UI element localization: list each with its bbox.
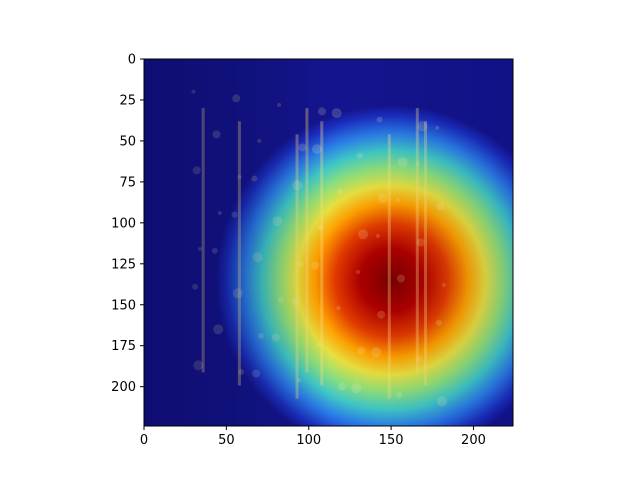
plot-frame bbox=[143, 58, 514, 427]
y-tick-label: 100 bbox=[111, 216, 136, 231]
x-tick-label: 150 bbox=[379, 433, 404, 448]
y-tick-label: 75 bbox=[119, 175, 136, 190]
y-tick-label: 150 bbox=[111, 298, 136, 313]
y-tick-label: 0 bbox=[128, 53, 136, 68]
y-tick-label: 125 bbox=[111, 257, 136, 272]
x-tick-label: 100 bbox=[296, 433, 321, 448]
x-tick-label: 200 bbox=[461, 433, 486, 448]
y-tick-label: 50 bbox=[119, 134, 136, 149]
y-tick-label: 200 bbox=[111, 380, 136, 395]
y-tick-label: 25 bbox=[119, 93, 136, 108]
x-axis: 0 50 100 150 200 bbox=[140, 426, 486, 448]
y-tick-label: 175 bbox=[111, 339, 136, 354]
x-tick-label: 0 bbox=[140, 433, 148, 448]
y-axis: 0 25 50 75 100 125 150 175 200 bbox=[111, 53, 144, 395]
x-tick-label: 50 bbox=[218, 433, 235, 448]
